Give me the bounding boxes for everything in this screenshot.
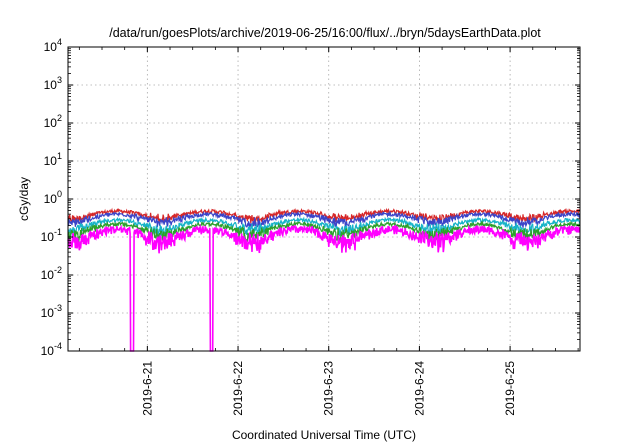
y-tick-label: 102	[44, 113, 62, 130]
x-tick-label: 2019-6-23	[322, 361, 336, 416]
y-tick-label: 10-4	[41, 341, 62, 358]
y-axis: 10-4 10-3 10-2 10-1 100 101 102 103 104	[41, 37, 580, 358]
grid	[68, 47, 580, 351]
series-line-4	[67, 220, 581, 244]
y-tick-label: 103	[44, 75, 62, 92]
series-line-2	[67, 210, 581, 230]
series-group	[67, 207, 581, 352]
x-tick-label: 2019-6-22	[231, 361, 245, 416]
x-axis-label: Coordinated Universal Time (UTC)	[232, 428, 416, 442]
y-tick-label: 100	[44, 189, 62, 206]
series-line-5	[67, 223, 581, 352]
y-tick-label: 104	[44, 37, 62, 54]
y-tick-label: 101	[44, 151, 62, 168]
x-tick-label: 2019-6-25	[503, 361, 517, 416]
x-tick-label: 2019-6-24	[412, 361, 426, 416]
y-axis-label: cGy/day	[17, 177, 31, 221]
y-tick-label: 10-1	[41, 227, 62, 244]
y-tick-label: 10-3	[41, 303, 62, 320]
x-tick-label: 2019-6-21	[140, 361, 154, 416]
chart-title: /data/run/goesPlots/archive/2019-06-25/1…	[109, 26, 541, 40]
y-tick-label: 10-2	[41, 265, 62, 282]
x-axis: 2019-6-21 2019-6-22 2019-6-23 2019-6-24 2019…	[78, 47, 579, 416]
